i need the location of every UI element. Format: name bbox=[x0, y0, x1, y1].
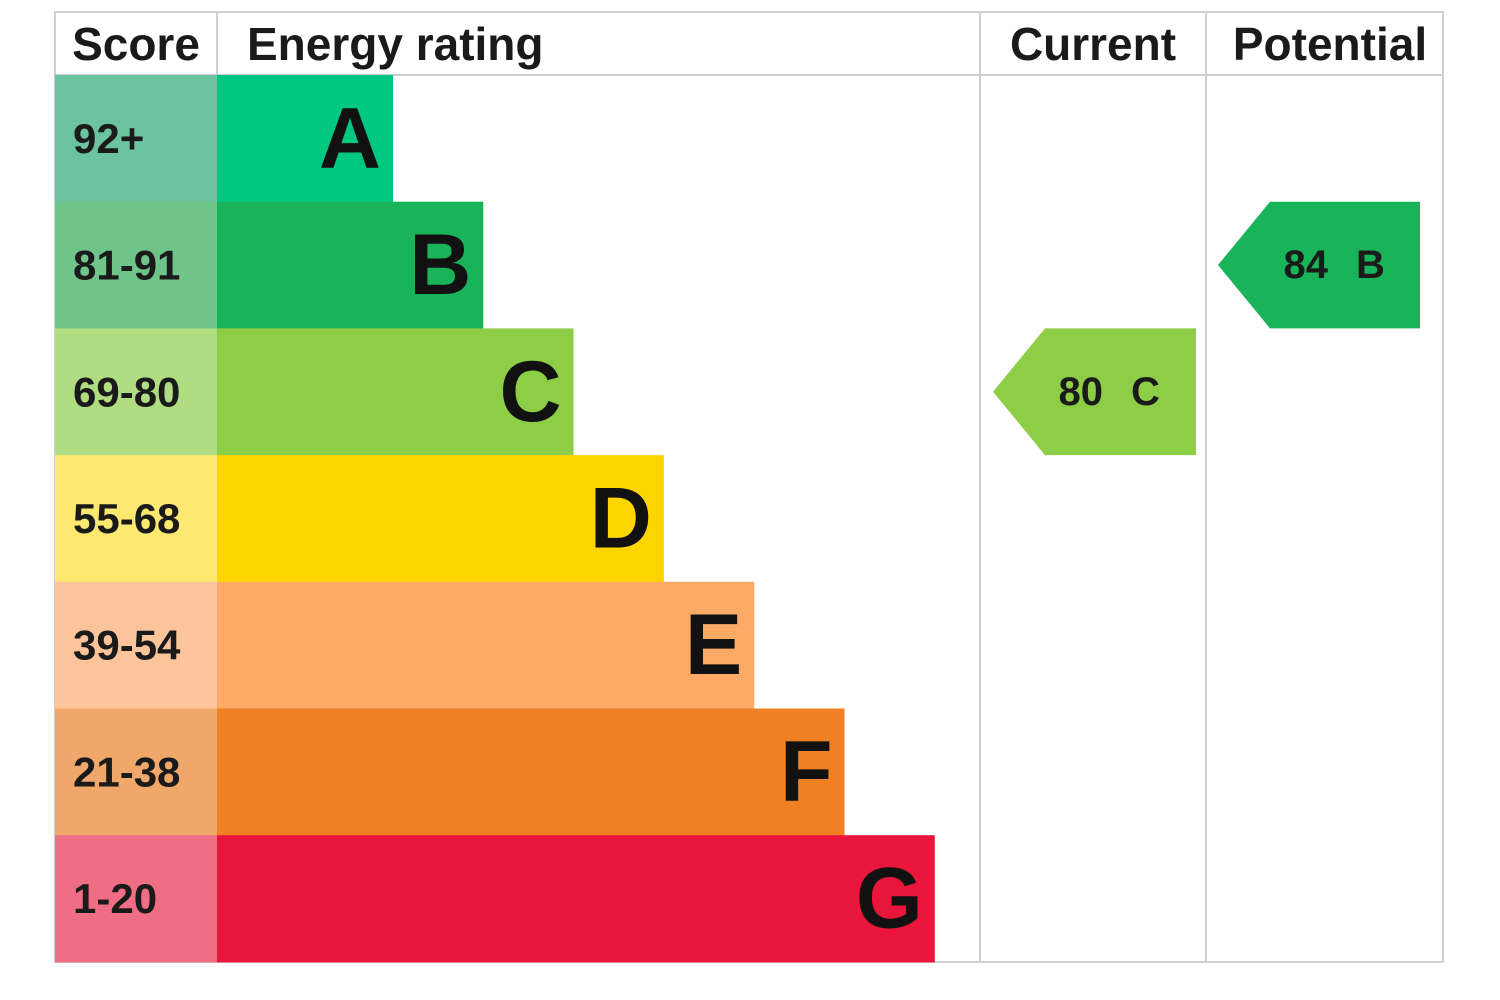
rating-letter: C bbox=[1131, 370, 1160, 414]
score-label: 92+ bbox=[73, 115, 144, 162]
score-cell bbox=[55, 581, 217, 709]
rating-arrow bbox=[993, 328, 1196, 456]
rating-value: 80 bbox=[1059, 370, 1104, 414]
rating-letter: D bbox=[590, 470, 652, 566]
score-cell bbox=[55, 328, 217, 456]
score-label: 1-20 bbox=[73, 875, 157, 922]
score-label: 39-54 bbox=[73, 622, 181, 669]
current-rating: 80 C bbox=[993, 328, 1196, 456]
score-cell bbox=[55, 708, 217, 836]
rating-bar bbox=[217, 328, 574, 456]
score-label: 81-91 bbox=[73, 242, 180, 289]
rating-letter: G bbox=[856, 851, 923, 947]
potential-rating: 84 B bbox=[1218, 201, 1420, 329]
score-label: 69-80 bbox=[73, 368, 180, 415]
rating-letter: A bbox=[319, 90, 381, 186]
score-label: 21-38 bbox=[73, 748, 180, 795]
rating-letter: F bbox=[780, 724, 833, 820]
header-energy-rating: Energy rating bbox=[247, 18, 544, 70]
rating-value: 84 bbox=[1284, 243, 1329, 287]
rating-letter: B bbox=[409, 217, 471, 313]
header-potential: Potential bbox=[1233, 18, 1427, 70]
rating-bar bbox=[217, 201, 484, 329]
rating-letter: C bbox=[499, 344, 561, 440]
score-cell bbox=[55, 835, 217, 963]
header-score: Score bbox=[72, 18, 200, 70]
score-label: 55-68 bbox=[73, 495, 180, 542]
rating-letter: B bbox=[1356, 243, 1385, 287]
rating-letter: E bbox=[685, 597, 742, 693]
rating-bar bbox=[217, 75, 393, 203]
rating-bar bbox=[217, 835, 935, 963]
rating-arrow bbox=[1218, 201, 1420, 329]
score-cell bbox=[55, 201, 217, 329]
score-cell bbox=[55, 75, 217, 203]
rating-bar bbox=[217, 581, 755, 709]
score-cell bbox=[55, 455, 217, 583]
rating-bar bbox=[217, 708, 845, 836]
header-current: Current bbox=[1010, 18, 1176, 70]
rating-bar bbox=[217, 455, 664, 583]
